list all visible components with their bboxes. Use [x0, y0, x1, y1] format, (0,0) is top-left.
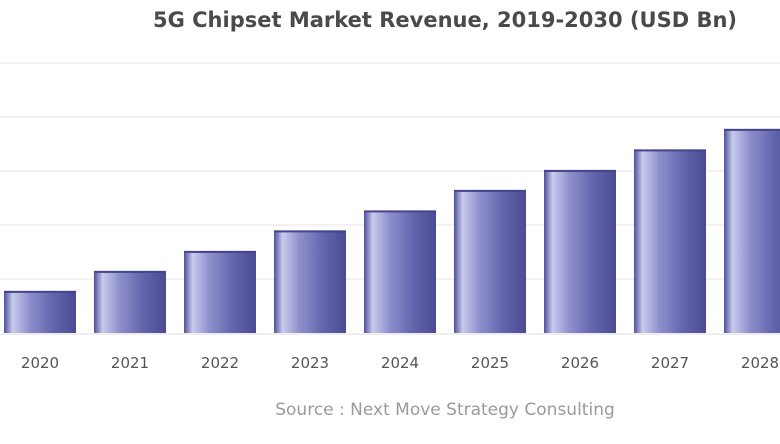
x-tick-label: 2020 — [21, 354, 59, 372]
source-note: Source : Next Move Strategy Consulting — [275, 400, 615, 420]
bars — [4, 128, 780, 333]
bar-2021 — [94, 270, 166, 333]
bar-top-edge — [364, 210, 436, 213]
bar-2025 — [454, 189, 526, 333]
bar-top-edge — [634, 149, 706, 152]
x-tick-label: 2025 — [471, 354, 509, 372]
x-tick-label: 2028 — [741, 354, 779, 372]
bar-top-edge — [724, 128, 780, 131]
bar-2023 — [274, 230, 346, 333]
bar-2028 — [724, 128, 780, 333]
bar-2024 — [364, 210, 436, 333]
bar-top-edge — [94, 270, 166, 273]
x-tick-label: 2023 — [291, 354, 329, 372]
bar-top-edge — [454, 189, 526, 192]
x-tick-label: 2022 — [201, 354, 239, 372]
x-tick-label: 2021 — [111, 354, 149, 372]
x-tick-label: 2026 — [561, 354, 599, 372]
bar-2027 — [634, 149, 706, 333]
bar-top-edge — [274, 230, 346, 233]
bar-top-edge — [184, 250, 256, 253]
x-tick-label: 2024 — [381, 354, 419, 372]
bar-top-edge — [4, 290, 76, 293]
x-tick-labels: 2020 2021 2022 2023 2024 2025 2026 2027 2028 — [21, 354, 779, 372]
bar-2020 — [4, 290, 76, 333]
x-tick-label: 2027 — [651, 354, 689, 372]
chart-title: 5G Chipset Market Revenue, 2019-2030 (US… — [152, 8, 738, 32]
bar-top-edge — [544, 169, 616, 172]
bar-2026 — [544, 169, 616, 333]
bar-2022 — [184, 250, 256, 333]
